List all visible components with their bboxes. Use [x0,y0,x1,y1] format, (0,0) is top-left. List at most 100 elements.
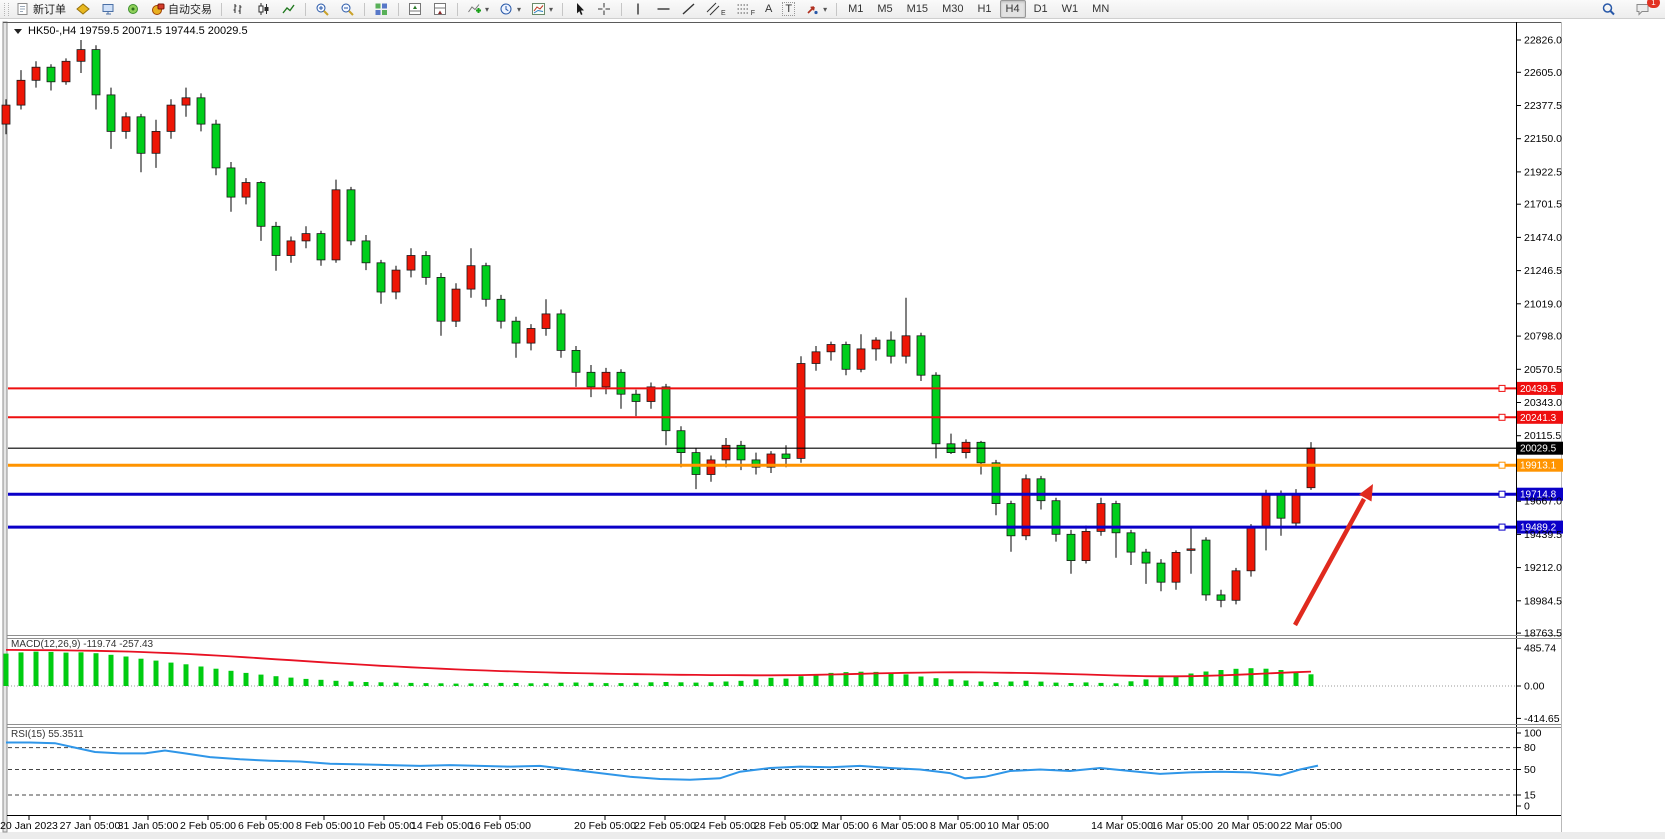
timeframe-button-MN[interactable]: MN [1092,3,1110,15]
line-chart-icon [281,2,296,16]
arrow-annotation-shaft[interactable] [1293,497,1366,627]
current-price-label-text: 20029.5 [1520,444,1557,455]
arrow-annotation-head[interactable] [1359,484,1373,502]
bar-chart-icon [231,2,246,16]
candle-body [451,288,461,322]
hline-anchor[interactable] [1498,490,1506,498]
time-axis-label: 6 Mar 05:00 [872,820,928,832]
text-tool-button[interactable]: A [761,0,776,18]
candle-body [61,60,71,83]
timeframe-button-M15[interactable]: M15 [906,3,929,15]
candle-body [916,335,926,376]
auto-trading-button[interactable]: 自动交易 [147,0,216,18]
candle-body [346,189,356,242]
zoom-in-icon [315,2,330,16]
candle-body [106,94,116,132]
timeframe-button-H4[interactable]: H4 [999,0,1026,18]
candle-body [961,441,971,453]
auto-trading-label: 自动交易 [168,4,212,16]
candle-body [1231,570,1241,601]
candle-body [46,66,56,83]
styles-button[interactable] [72,0,95,18]
time-axis-label: 27 Jan 05:00 [60,820,121,832]
search-button[interactable] [1597,0,1620,18]
new-order-button[interactable]: 新订单 [12,0,70,18]
equidistant-channel-tool-button[interactable]: E [702,0,730,18]
hline-anchor[interactable] [1498,523,1506,531]
bar-chart-button[interactable] [227,0,250,18]
candle-body [136,116,146,154]
timeframe-button-M1[interactable]: M1 [848,3,864,15]
toolbar-grip [4,2,9,16]
candle-body [1156,562,1166,583]
label-tool-button[interactable]: T [778,0,799,18]
toolbar-separator [621,2,623,16]
hline-anchor[interactable] [1498,413,1506,421]
toolbar-right-group: 1 [1596,0,1660,18]
price-axis-tick-label: 20115.5 [1524,430,1561,442]
trendline-tool-button[interactable] [677,0,700,18]
candlestick-chart-button[interactable] [252,0,275,18]
chat-button[interactable]: 1 [1631,0,1660,18]
candle-body [166,104,176,132]
line-chart-button[interactable] [277,0,300,18]
hline-anchor[interactable] [1498,461,1506,469]
price-axis-tick-label: 22826.0 [1524,35,1562,47]
timeframe-button-D1[interactable]: D1 [1033,3,1048,15]
candle-body [1096,503,1106,532]
timeframe-button-H1[interactable]: H1 [977,3,992,15]
candle-body [676,430,686,454]
time-axis-label: 16 Mar 05:00 [1151,820,1213,832]
template-button[interactable]: ▾ [527,0,557,18]
zoom-out-button[interactable] [336,0,359,18]
candle-body [1006,503,1016,537]
candle-body [226,167,236,198]
indicator-list-button[interactable] [429,0,452,18]
cursor-tool-button[interactable] [568,0,591,18]
signal-button[interactable] [122,0,145,18]
cursor-icon [572,2,587,16]
price-axis-tick-label: 21701.5 [1524,199,1562,211]
time-axis-label: 16 Feb 05:00 [469,820,531,832]
candle-body [526,328,536,344]
fibonacci-tool-button[interactable]: F [732,0,759,18]
time-axis-label: 24 Feb 05:00 [694,820,756,832]
vertical-line-tool-button[interactable] [627,0,650,18]
rsi-axis-tick-label: 0 [1524,801,1530,813]
tile-windows-button[interactable] [370,0,393,18]
arrows-icon [805,2,820,16]
chart-dropdown-icon[interactable] [14,28,22,34]
timeframe-toolbar: M1 M5 M15 M30 H1 H4 D1 W1 MN [841,0,1116,18]
hline-anchor[interactable] [1498,384,1506,392]
price-axis-tick-label: 21246.5 [1524,265,1562,277]
fibonacci-icon [736,2,751,16]
timeframe-button-M30[interactable]: M30 [942,3,964,15]
candle-body [1141,551,1151,564]
candle-body [616,371,626,395]
terminal-button[interactable] [97,0,120,18]
price-axis-tick-label: 22150.0 [1524,133,1562,145]
rsi-axis-tick-label: 50 [1524,764,1536,776]
hline-price-label [1517,520,1563,534]
horizontal-line-tool-button[interactable] [652,0,675,18]
period-button[interactable]: ▾ [495,0,525,18]
add-indicator-button[interactable]: ▾ [463,0,493,18]
candle-body [976,441,986,464]
candle-body [1261,493,1271,528]
time-axis-label: 2 Feb 05:00 [180,820,236,832]
zoom-in-button[interactable] [311,0,334,18]
timeframe-button-M5[interactable]: M5 [877,3,893,15]
timeframe-button-W1[interactable]: W1 [1061,3,1079,15]
arrows-tool-button[interactable]: ▾ [801,0,831,18]
macd-axis-tick-label: 485.74 [1524,643,1556,655]
search-icon [1601,2,1616,16]
indicator-window-button[interactable] [404,0,427,18]
symbol-header[interactable]: HK50-,H4 19759.5 20071.5 19744.5 20029.5 [14,25,248,37]
crosshair-tool-button[interactable] [593,0,616,18]
candle-body [1126,532,1136,553]
time-axis-label: 8 Feb 05:00 [296,820,352,832]
rsi-indicator-label: RSI(15) 55.3511 [11,729,84,740]
toolbar-separator [562,2,564,16]
